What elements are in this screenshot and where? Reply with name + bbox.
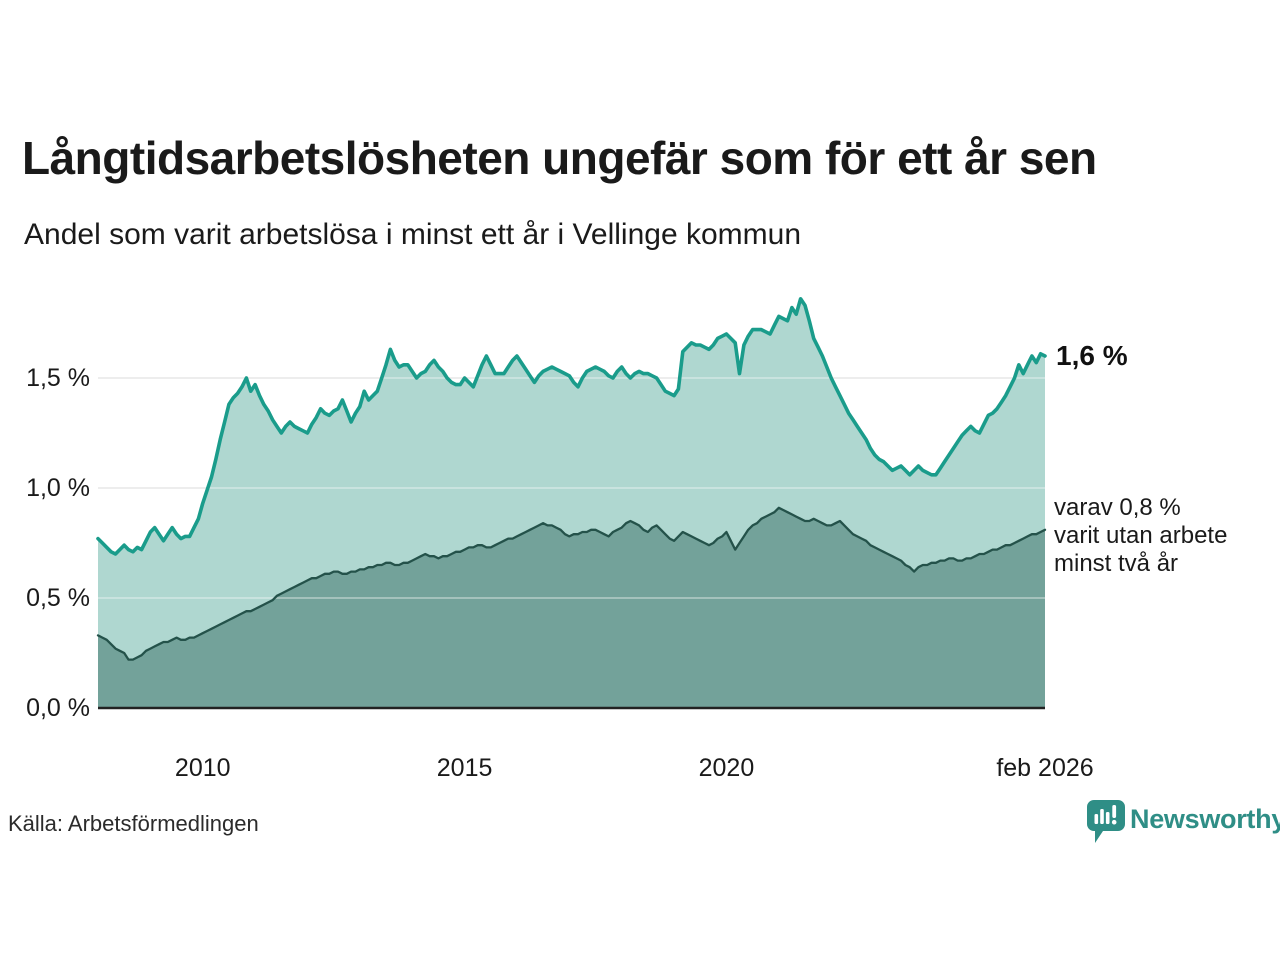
series2-annotation-line3: minst två år <box>1054 550 1179 577</box>
x-tick-label: 2010 <box>174 754 231 782</box>
y-tick-label: 0,5 % <box>26 584 90 612</box>
newsworthy-logo: Newsworthy <box>1086 799 1280 847</box>
chart-title: Långtidsarbetslösheten ungefär som för e… <box>22 132 1097 184</box>
x-tick-label: feb 2026 <box>996 754 1094 782</box>
latest-value-annotation: 1,6 % <box>1056 340 1128 371</box>
series2-annotation-line2: varit utan arbete <box>1054 522 1228 549</box>
series2-annotation: varav 0,8 % varit utan arbete minst två … <box>1054 494 1227 578</box>
newsworthy-bubble-icon <box>1087 800 1125 843</box>
y-tick-label: 1,0 % <box>26 474 90 502</box>
series2-annotation-line1: varav 0,8 % <box>1054 494 1181 521</box>
y-tick-label: 0,0 % <box>26 694 90 722</box>
y-tick-label: 1,5 % <box>26 364 90 392</box>
x-tick-label: 2015 <box>436 754 493 782</box>
chart-subtitle: Andel som varit arbetslösa i minst ett å… <box>24 218 801 251</box>
x-tick-label: 2020 <box>698 754 755 782</box>
newsworthy-wordmark: Newsworthy <box>1130 804 1280 834</box>
source-attribution: Källa: Arbetsförmedlingen <box>8 811 259 836</box>
